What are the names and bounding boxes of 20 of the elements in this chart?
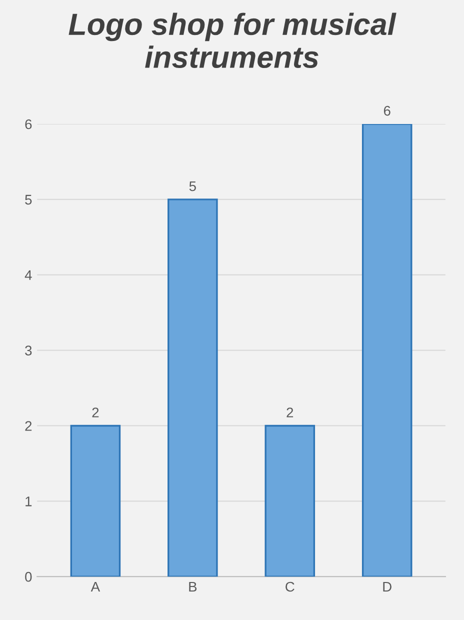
bar <box>362 124 412 577</box>
y-tick-label: 2 <box>25 421 32 431</box>
y-tick-label: 0 <box>25 572 32 582</box>
bar <box>264 424 316 577</box>
y-tick-label: 6 <box>25 119 32 130</box>
data-label: 6 <box>384 106 390 116</box>
x-tick-label: C <box>286 582 294 592</box>
x-tick-label: D <box>383 582 392 592</box>
bar <box>168 198 218 577</box>
x-tick-label: A <box>90 582 100 592</box>
y-tick-label: 5 <box>25 194 32 205</box>
bar <box>70 424 121 577</box>
data-label: 5 <box>189 181 196 192</box>
chart-title: Logo shop for musical instruments <box>68 12 396 68</box>
x-tick-label: B <box>189 582 197 592</box>
y-tick-label: 1 <box>26 496 32 506</box>
y-tick-label: 4 <box>24 270 32 280</box>
y-tick-label: 3 <box>25 346 32 356</box>
data-label: 2 <box>92 408 99 418</box>
data-label: 2 <box>286 408 294 418</box>
